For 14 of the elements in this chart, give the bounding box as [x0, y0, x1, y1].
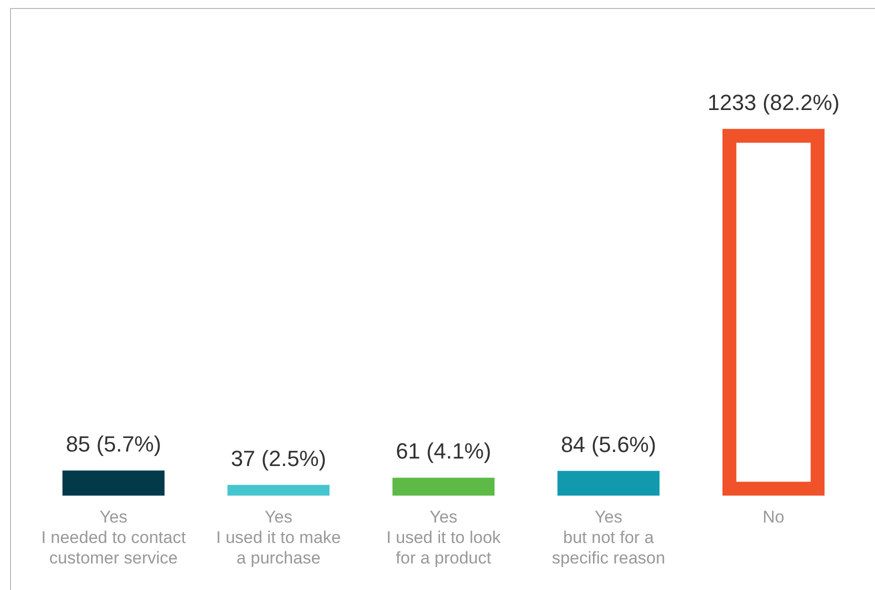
data-label: 37 (2.5%)	[230, 446, 326, 471]
x-tick-label: Yes I used it to look for a product	[386, 508, 502, 568]
x-tick-label: Yes I needed to contact customer service	[41, 508, 186, 568]
data-label: 84 (5.6%)	[560, 432, 656, 457]
bar	[227, 484, 330, 496]
bar	[62, 470, 165, 496]
x-tick-label: Yes but not for a specific reason	[552, 508, 666, 568]
x-tick-label: Yes I used it to make a purchase	[216, 508, 341, 568]
data-label: 61 (4.1%)	[396, 438, 492, 464]
x-tick-label: No	[762, 508, 784, 527]
data-label: 85 (5.7%)	[66, 432, 162, 457]
bar	[557, 470, 660, 496]
bar	[392, 478, 495, 496]
data-label: 1233 (82.2%)	[707, 90, 840, 115]
